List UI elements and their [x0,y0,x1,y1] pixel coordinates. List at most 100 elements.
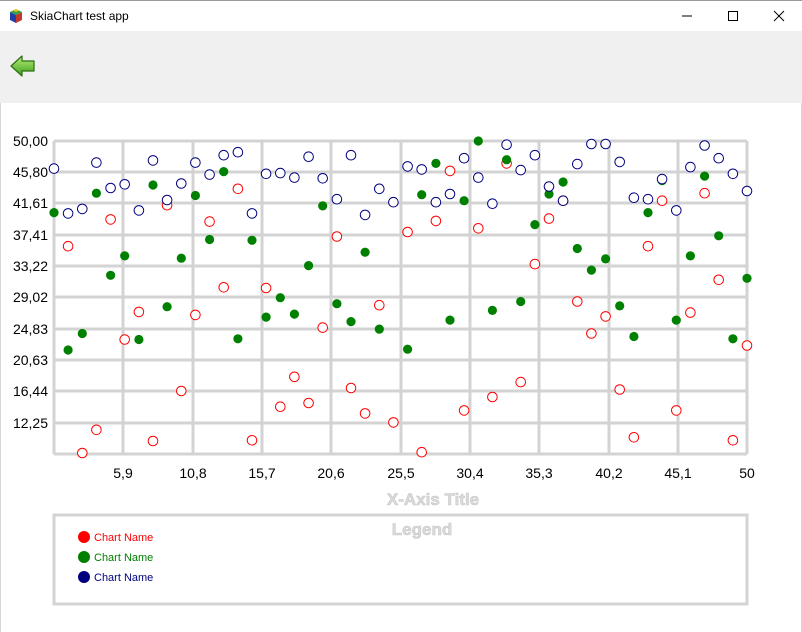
data-point [600,311,611,322]
data-point [685,307,696,318]
legend-entries: Chart Name Chart Name Chart Name [78,531,153,584]
data-point [487,198,498,209]
data-point [147,155,159,166]
data-point [275,401,286,413]
legend-label: Chart Name [94,552,153,564]
data-point [671,315,681,325]
scatter-chart: 50,0045,8041,6137,4133,2229,0224,8320,63… [13,133,755,606]
data-point [741,340,753,351]
data-point [557,195,569,206]
data-point [671,405,682,416]
minimize-button[interactable] [664,1,710,31]
data-point [416,446,428,458]
data-point [374,324,384,334]
y-tick-label: 45,80 [13,164,48,180]
window-title: SkiaChart test app [30,9,129,23]
data-point [62,208,74,219]
maximize-button[interactable] [710,1,756,31]
data-point [289,172,300,183]
data-point [204,216,215,227]
data-point [303,397,314,409]
x-tick-label: 5,9 [113,465,133,481]
data-point [403,344,413,354]
title-bar[interactable]: SkiaChart test app [0,0,802,31]
data-point [558,177,568,187]
y-tick-label: 29,02 [13,289,48,305]
data-point [516,296,526,307]
x-tick-label: 40,2 [595,465,622,481]
data-point [487,391,498,403]
data-point [48,163,60,174]
data-point [261,312,271,322]
legend-label: Chart Name [94,572,153,584]
legend-box [52,513,749,606]
close-icon [773,10,785,22]
data-point [91,424,102,436]
data-point [162,302,172,312]
data-point [77,203,88,215]
data-point [49,208,59,218]
y-axis-tick-labels: 50,00 45,80 41,61 37,41 33,22 29,02 24,83 20,63… [13,133,48,431]
data-point [232,183,244,195]
data-point [289,309,299,319]
data-point [204,169,215,180]
data-point [502,155,512,165]
data-point [332,299,342,309]
data-point [77,447,88,459]
data-point [544,189,554,199]
data-point [458,152,470,164]
data-point [260,282,272,294]
data-point [345,149,357,161]
data-point [529,149,541,161]
data-point [360,247,370,257]
data-point [643,208,653,218]
data-point [543,181,555,192]
x-axis-tick-labels: 5,9 10,8 15,7 20,6 25,5 30,4 35,3 40,2 45,1 50 [113,465,755,481]
data-point [685,161,696,173]
data-point [727,435,739,446]
data-point [63,345,73,355]
data-point [346,317,356,327]
data-point [233,334,243,344]
x-tick-label: 30,4 [456,465,483,481]
y-tick-label: 37,41 [13,227,48,243]
data-point [713,274,725,286]
data-point [459,196,469,206]
legend-marker [78,551,90,563]
data-point [700,171,710,181]
y-tick-label: 16,44 [13,383,48,399]
data-point [671,205,682,216]
data-point [656,173,668,185]
data-point [642,193,654,205]
series-3 [48,138,753,221]
data-point [515,376,527,388]
data-point [105,182,116,194]
data-point [190,157,201,168]
toolbar [0,31,802,103]
data-point [628,192,640,203]
data-point [402,161,413,172]
data-point [190,190,200,201]
x-tick-label: 10,8 [179,465,206,481]
data-point [742,273,752,283]
chart-points [48,136,753,459]
data-point [359,209,371,221]
data-point [487,305,497,315]
data-point [473,136,483,146]
data-point [501,139,512,150]
data-point [275,167,286,179]
data-point [303,151,314,162]
data-point [444,165,456,177]
data-point [600,138,611,150]
y-tick-label: 24,83 [13,321,48,337]
data-point [656,195,668,206]
data-point [586,328,597,339]
data-point [741,185,753,197]
x-tick-label: 20,6 [317,465,344,481]
data-point [543,213,555,224]
green-left-arrow-icon [10,55,35,77]
data-point [304,261,314,271]
back-button[interactable] [10,55,38,79]
close-button[interactable] [756,1,802,31]
data-point [345,382,357,394]
